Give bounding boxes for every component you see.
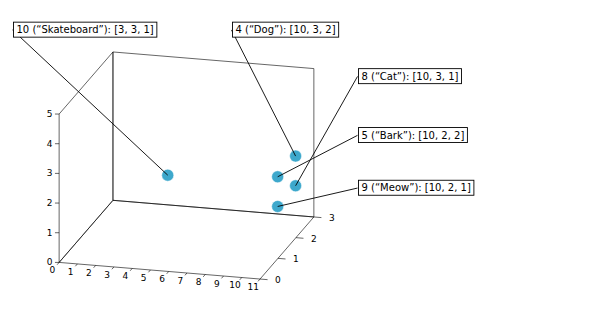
svg-text:5: 5 [47, 109, 53, 119]
svg-text:7: 7 [177, 276, 183, 286]
svg-text:3: 3 [47, 168, 53, 178]
svg-text:1: 1 [68, 267, 74, 277]
svg-text:1: 1 [47, 228, 53, 238]
svg-text:4: 4 [47, 139, 53, 149]
svg-text:9: 9 [214, 279, 220, 289]
svg-text:4 (“Dog”): [10, 3, 2]: 4 (“Dog”): [10, 3, 2] [236, 24, 336, 35]
svg-text:10: 10 [229, 280, 241, 290]
svg-text:3: 3 [329, 213, 335, 223]
svg-text:2: 2 [311, 234, 317, 244]
svg-text:2: 2 [47, 198, 53, 208]
svg-text:1: 1 [293, 254, 299, 264]
svg-text:3: 3 [104, 270, 110, 280]
svg-text:2: 2 [86, 268, 92, 278]
svg-text:4: 4 [123, 271, 129, 281]
svg-text:0: 0 [47, 257, 53, 267]
svg-text:6: 6 [159, 274, 165, 284]
svg-text:5: 5 [141, 273, 147, 283]
svg-text:11: 11 [248, 282, 259, 292]
svg-text:0: 0 [275, 275, 281, 285]
svg-text:9 (“Meow”): [10, 2, 1]: 9 (“Meow”): [10, 2, 1] [362, 182, 471, 193]
svg-text:5 (“Bark”): [10, 2, 2]: 5 (“Bark”): [10, 2, 2] [362, 130, 465, 141]
svg-text:0: 0 [49, 265, 56, 275]
svg-text:8 (“Cat”): [10, 3, 1]: 8 (“Cat”): [10, 3, 1] [362, 71, 459, 82]
svg-text:10 (“Skateboard”): [3, 3, 1]: 10 (“Skateboard”): [3, 3, 1] [17, 24, 154, 35]
svg-text:8: 8 [196, 277, 202, 287]
